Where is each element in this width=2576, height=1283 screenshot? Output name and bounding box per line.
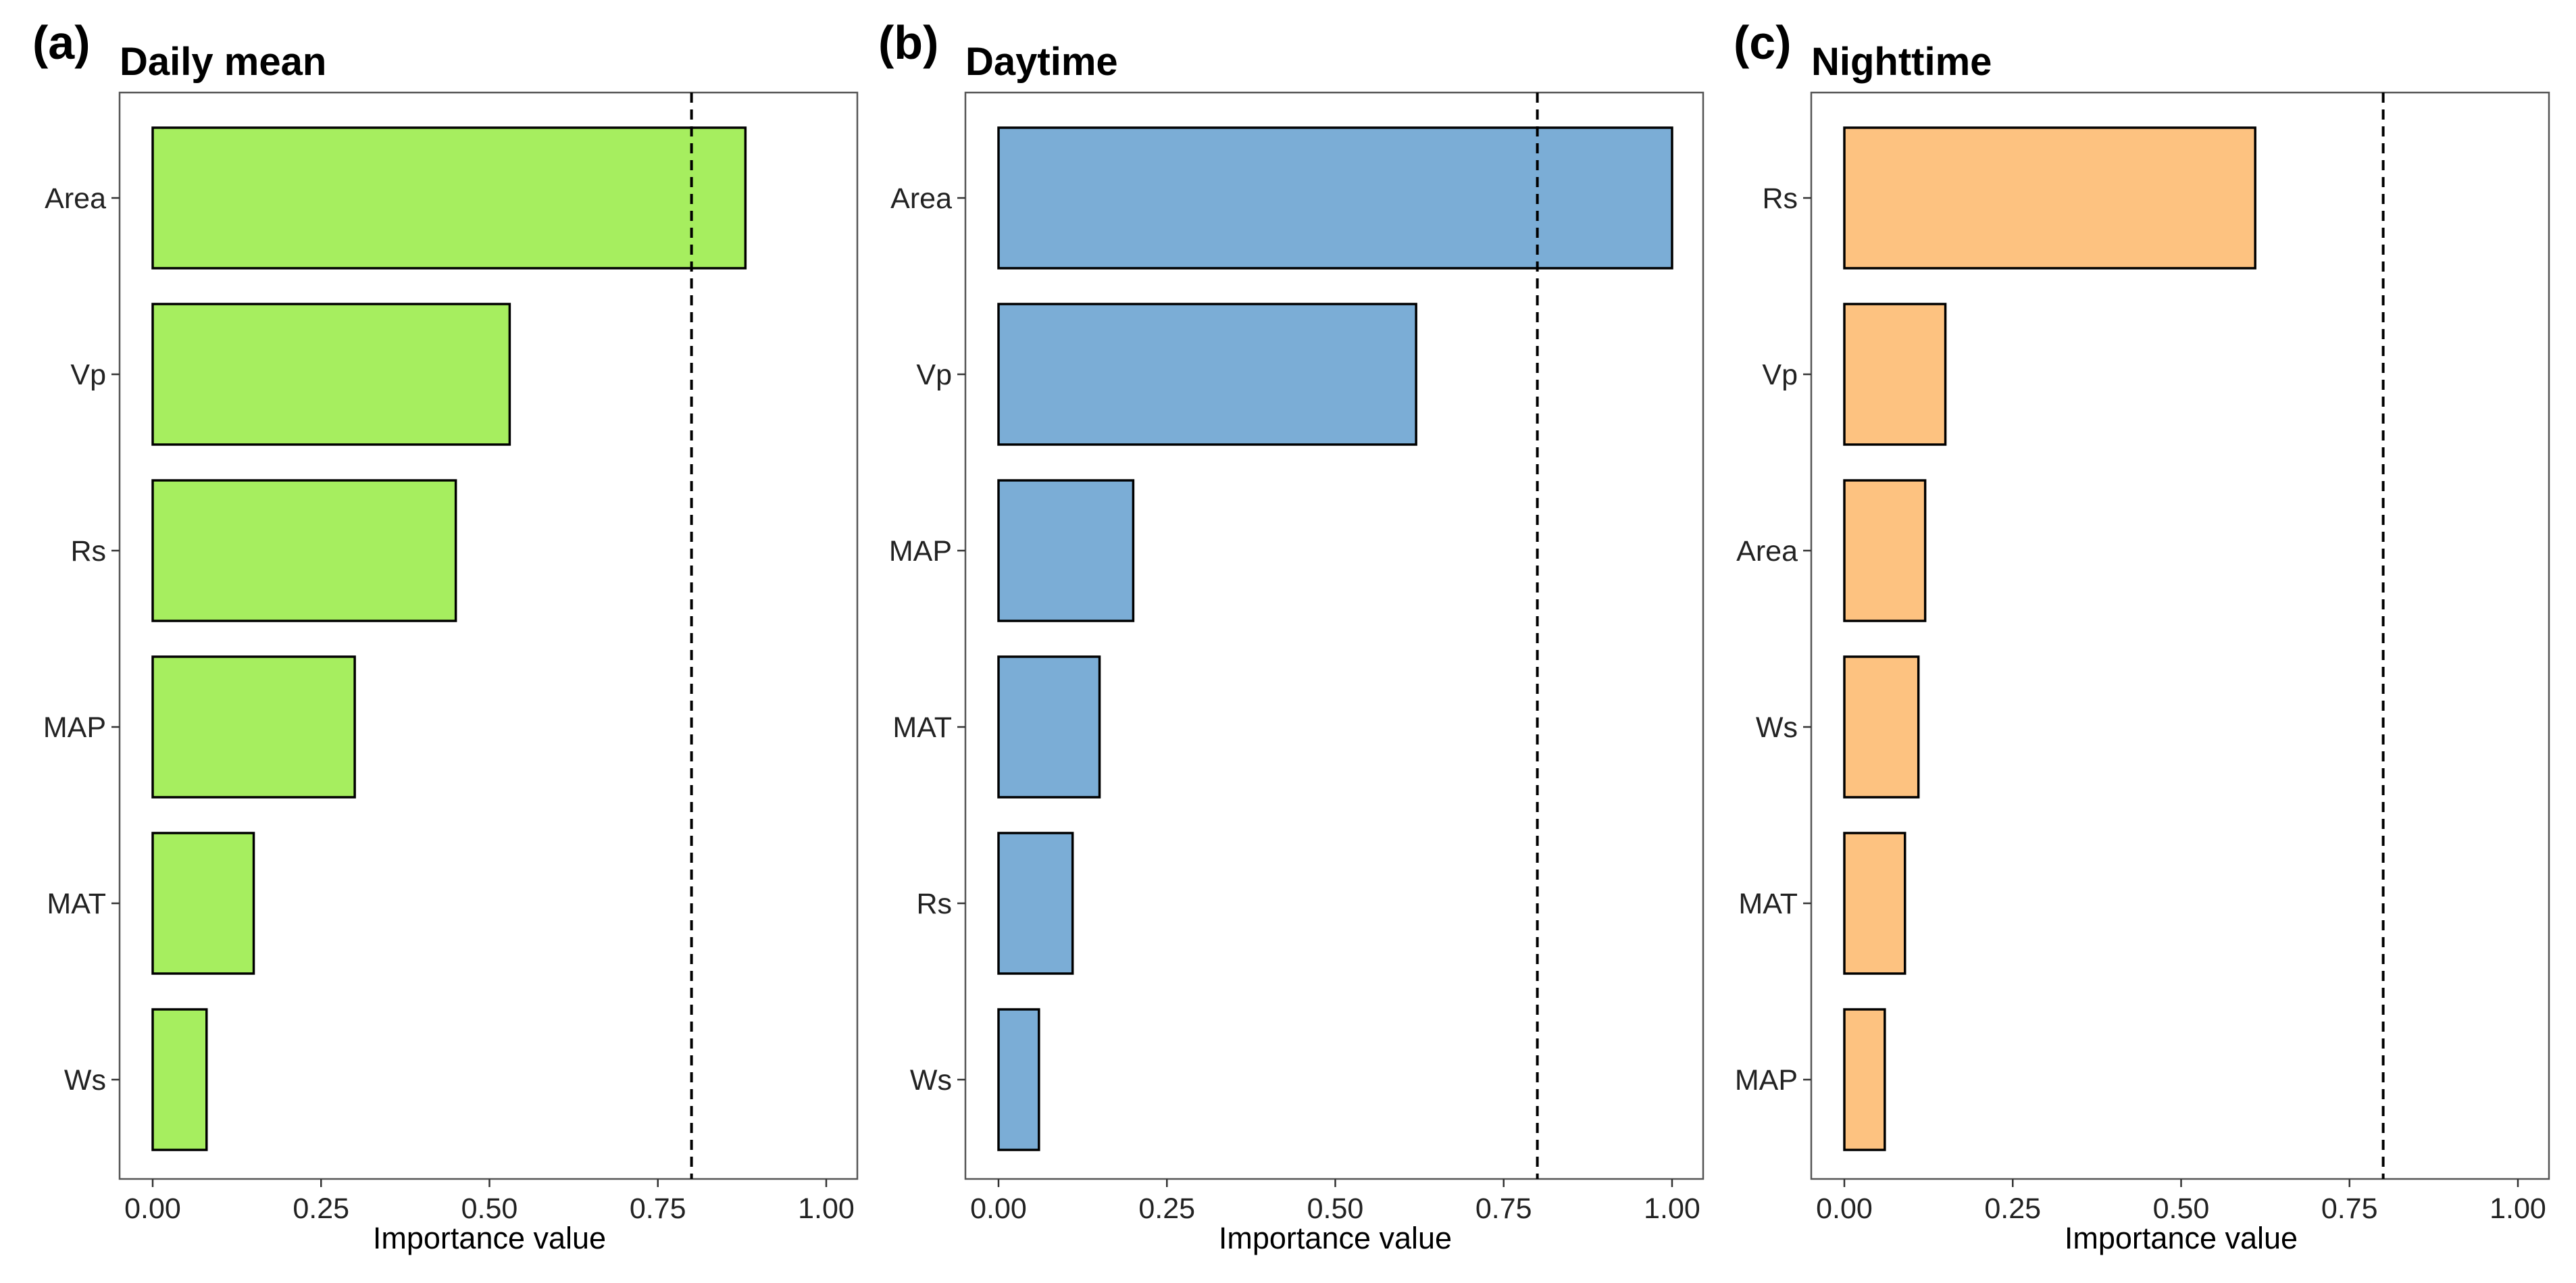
plot-frame [1810, 91, 2550, 1180]
bar-vp [151, 303, 511, 446]
x-tick-label: 0.00 [1816, 1192, 1873, 1225]
plot-frame [118, 91, 859, 1180]
y-tick-label: MAT [892, 711, 952, 744]
chart-title: Daytime [965, 40, 1118, 84]
bar-rs [1843, 126, 2256, 270]
x-axis-label: Importance value [1219, 1221, 1452, 1255]
x-tick-label: 0.25 [1984, 1192, 2041, 1225]
y-tick-label: Vp [1762, 359, 1798, 391]
x-tick-label: 0.00 [124, 1192, 181, 1225]
panel-label: (c) [1734, 16, 1792, 69]
y-tick-label: Ws [910, 1064, 952, 1097]
y-tick-label: MAT [1738, 888, 1798, 920]
bar-area [151, 126, 747, 270]
bar-rs [997, 832, 1074, 975]
chart-panel-3: (c) Nighttime Rs Vp Area Ws MAT MAP 0.00 0.25 0.50… [1734, 16, 2550, 1255]
y-tick-label: MAP [43, 711, 106, 744]
chart-panel-1: (a) Daily mean Area Vp Rs MAP MAT Ws 0.00 0.25 0.5… [32, 16, 859, 1255]
bar-vp [997, 303, 1417, 446]
y-tick-label: Ws [1756, 711, 1798, 744]
x-axis-label: Importance value [373, 1221, 606, 1255]
x-tick-label: 0.75 [1475, 1192, 1532, 1225]
x-tick-label: 0.75 [2321, 1192, 2378, 1225]
x-tick-label: 0.75 [630, 1192, 686, 1225]
x-tick-label: 0.25 [293, 1192, 349, 1225]
bar-map [151, 655, 356, 799]
y-tick-label: Rs [70, 535, 106, 568]
bar-rs [151, 479, 457, 622]
x-tick-label: 1.00 [798, 1192, 855, 1225]
bar-mat [151, 832, 255, 975]
chart-title: Nighttime [1811, 40, 1992, 84]
bar-ws [151, 1008, 208, 1151]
bar-ws [1843, 655, 1920, 799]
bar-ws [997, 1008, 1040, 1151]
bar-map [1843, 1008, 1886, 1151]
x-tick-label: 0.50 [1307, 1192, 1364, 1225]
bar-vp [1843, 303, 1947, 446]
y-tick-label: MAP [889, 535, 952, 568]
chart-title: Daily mean [120, 40, 326, 84]
x-tick-label: 1.00 [2490, 1192, 2546, 1225]
y-tick-label: MAT [47, 888, 106, 920]
bar-mat [997, 655, 1101, 799]
bar-area [1843, 479, 1927, 622]
y-tick-label: Area [890, 182, 952, 215]
panel-label: (b) [878, 16, 938, 69]
plot-frame [964, 91, 1704, 1180]
y-tick-label: Vp [70, 359, 106, 391]
y-tick-label: Rs [1762, 182, 1798, 215]
y-tick-label: Rs [916, 888, 952, 920]
y-tick-label: Area [1736, 535, 1798, 568]
x-tick-label: 0.50 [461, 1192, 518, 1225]
y-tick-label: Area [45, 182, 106, 215]
panel-label: (a) [32, 16, 91, 69]
x-tick-label: 0.25 [1138, 1192, 1195, 1225]
bar-area [997, 126, 1673, 270]
bar-mat [1843, 832, 1906, 975]
y-tick-label: MAP [1735, 1064, 1798, 1097]
x-tick-label: 0.00 [970, 1192, 1027, 1225]
y-tick-label: Ws [64, 1064, 106, 1097]
y-tick-label: Vp [916, 359, 952, 391]
x-tick-label: 0.50 [2153, 1192, 2210, 1225]
bar-map [997, 479, 1135, 622]
chart-panel-2: (b) Daytime Area Vp MAP MAT Rs Ws 0.00 0.25 0.50 0.… [878, 16, 1704, 1255]
x-tick-label: 1.00 [1644, 1192, 1700, 1225]
x-axis-label: Importance value [2065, 1221, 2298, 1255]
